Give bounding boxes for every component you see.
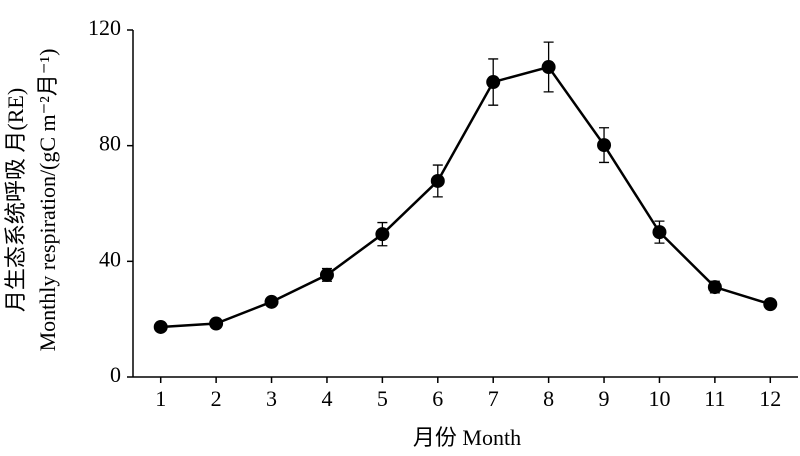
- x-tick-label: 9: [599, 386, 610, 411]
- marker: [652, 225, 667, 240]
- y-axis-label: 月生态系统呼吸 月(RE): [3, 88, 28, 312]
- x-tick-label: 11: [704, 386, 725, 411]
- y-tick-label: 0: [110, 362, 121, 387]
- x-tick-label: 10: [648, 386, 670, 411]
- marker: [597, 138, 612, 153]
- y-tick-label: 80: [99, 131, 121, 156]
- marker: [209, 316, 224, 331]
- y-tick-label: 120: [88, 15, 121, 40]
- marker: [486, 75, 501, 90]
- marker: [541, 60, 556, 75]
- x-tick-label: 4: [321, 386, 332, 411]
- x-tick-label: 6: [432, 386, 443, 411]
- x-tick-label: 1: [155, 386, 166, 411]
- marker: [763, 297, 778, 312]
- x-axis-label: 月份 Month: [413, 425, 521, 450]
- marker: [430, 173, 445, 188]
- marker: [375, 227, 390, 242]
- x-tick-label: 7: [488, 386, 499, 411]
- marker: [153, 319, 168, 334]
- marker: [319, 267, 334, 282]
- x-tick-label: 12: [759, 386, 781, 411]
- y-axis-label: Monthly respiration/(gC m⁻²月⁻¹): [35, 49, 60, 352]
- x-tick-label: 2: [211, 386, 222, 411]
- marker: [707, 280, 722, 295]
- x-tick-label: 8: [543, 386, 554, 411]
- line: [160, 65, 771, 329]
- marker: [264, 294, 279, 309]
- y-tick-label: 40: [99, 246, 121, 271]
- x-tick-label: 3: [266, 386, 277, 411]
- x-tick-label: 5: [377, 386, 388, 411]
